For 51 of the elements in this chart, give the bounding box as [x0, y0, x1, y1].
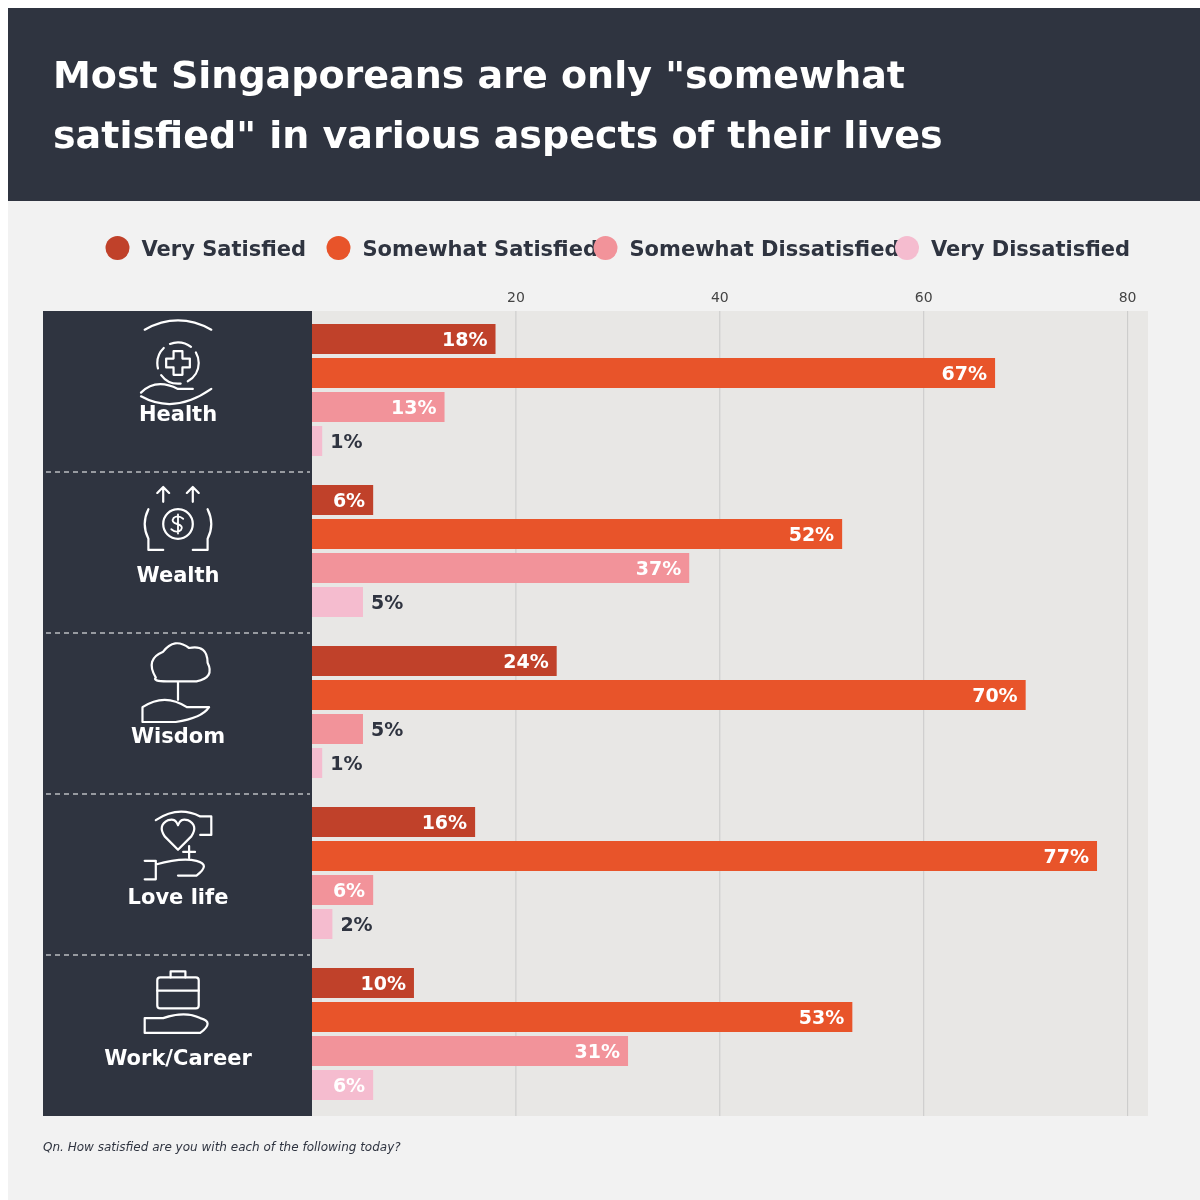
y-tick-label: Wisdom: [130, 724, 226, 748]
data-label: 52%: [788, 523, 835, 545]
data-label: 1%: [330, 752, 363, 774]
y-tick-label: Health: [138, 402, 218, 426]
bar: [312, 426, 323, 456]
x-tick-label: 20: [506, 289, 525, 305]
bar: [312, 587, 363, 617]
data-label: 13%: [391, 396, 437, 418]
legend-label: Somewhat Dissatisfied: [629, 237, 900, 261]
bar: [312, 841, 1098, 871]
data-label: 5%: [370, 718, 404, 740]
bar: [312, 807, 476, 837]
bar: [312, 1002, 853, 1032]
bar: [312, 714, 363, 744]
bar: [312, 324, 496, 354]
bar: [312, 646, 557, 676]
data-label: 37%: [635, 557, 682, 579]
data-label: 24%: [503, 650, 549, 672]
data-label: 67%: [941, 362, 988, 384]
data-label: 2%: [340, 913, 373, 935]
data-label: 6%: [332, 1074, 366, 1096]
y-tick-label: Love life: [127, 885, 229, 909]
data-label: 70%: [972, 684, 1018, 706]
bar: [312, 358, 996, 388]
bar: [312, 1036, 629, 1066]
bar: [312, 553, 690, 583]
bar: [312, 680, 1026, 710]
data-label: 10%: [360, 972, 406, 994]
data-label: 6%: [332, 489, 366, 511]
data-label: 5%: [370, 591, 404, 613]
x-tick-label: 40: [710, 289, 729, 305]
text: Qn. How satisfied are you with each of the following today?: [43, 1140, 402, 1154]
data-label: 1%: [330, 430, 363, 452]
data-label: 31%: [574, 1040, 621, 1062]
x-tick-label: 80: [1118, 289, 1137, 305]
legend-label: Very Satisfied: [141, 237, 307, 261]
data-label: 77%: [1043, 845, 1090, 867]
legend-label: Somewhat Satisfied: [362, 237, 598, 261]
data-label: 53%: [798, 1006, 845, 1028]
data-label: 6%: [332, 879, 366, 901]
legend-label: Very Dissatisfied: [931, 237, 1131, 261]
y-tick-label: Wealth: [136, 563, 220, 587]
bar: [312, 519, 843, 549]
chart-title: Most Singaporeans are only "somewhat satisfied" in various aspects of their lives: [53, 53, 943, 157]
y-tick-label: Work/Career: [104, 1046, 253, 1070]
data-label: 16%: [421, 811, 468, 833]
x-tick-label: 60: [914, 289, 933, 305]
bar: [312, 392, 445, 422]
bar: [312, 748, 323, 778]
data-label: 18%: [442, 328, 488, 350]
bar: [312, 909, 333, 939]
